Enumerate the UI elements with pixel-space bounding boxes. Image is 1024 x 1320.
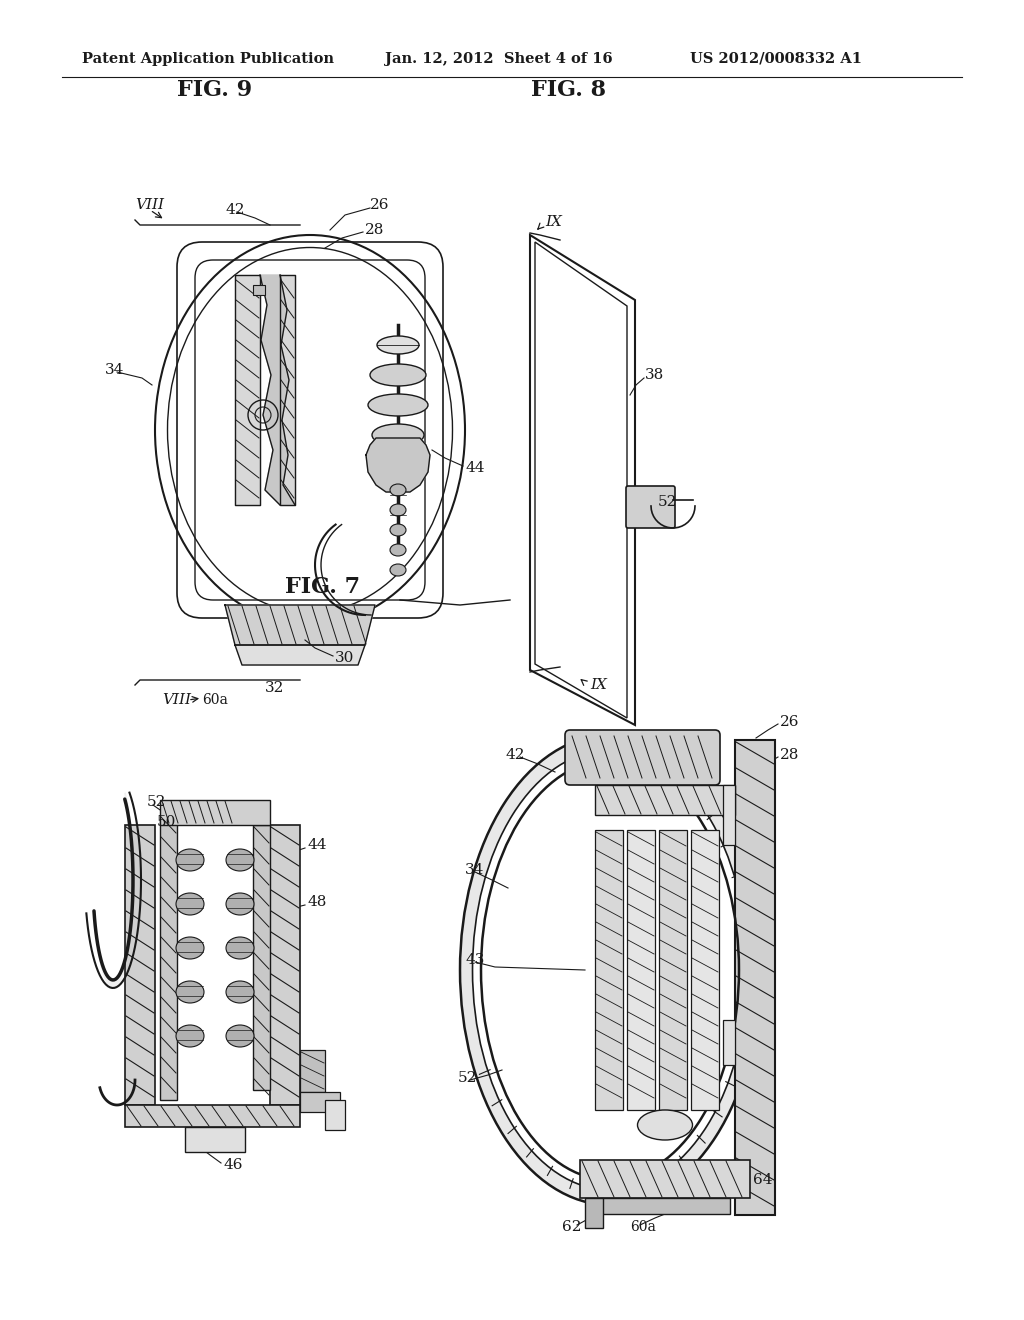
Ellipse shape [372,424,424,446]
Text: 44: 44 [307,838,327,851]
Text: FIG. 8: FIG. 8 [530,79,606,100]
Bar [253,825,270,1090]
Text: 52: 52 [658,495,677,510]
Ellipse shape [226,894,254,915]
Text: 64: 64 [753,1173,772,1187]
Text: 46: 46 [223,1158,243,1172]
Text: 42: 42 [225,203,245,216]
Text: 60a: 60a [630,1220,656,1234]
Text: 52: 52 [458,1071,477,1085]
Bar [125,1105,300,1127]
Ellipse shape [377,337,419,354]
Text: 26: 26 [780,715,800,729]
Ellipse shape [176,981,204,1003]
Bar [691,830,719,1110]
Ellipse shape [176,849,204,871]
Bar [300,1092,340,1111]
Ellipse shape [390,564,406,576]
Text: IX: IX [590,678,607,692]
Ellipse shape [226,937,254,960]
Bar [270,825,300,1105]
Polygon shape [234,275,260,506]
Bar [600,1199,730,1214]
Bar [595,785,735,814]
Text: 44: 44 [465,461,484,475]
Ellipse shape [176,1026,204,1047]
Ellipse shape [226,849,254,871]
Ellipse shape [176,937,204,960]
Polygon shape [366,438,430,492]
Bar [723,1020,735,1065]
Polygon shape [280,275,295,506]
Text: 43: 43 [465,953,484,968]
Bar [160,800,270,825]
Ellipse shape [390,504,406,516]
Bar [585,1199,603,1228]
Polygon shape [260,275,295,506]
Polygon shape [225,605,375,645]
Ellipse shape [226,981,254,1003]
Text: Jan. 12, 2012  Sheet 4 of 16: Jan. 12, 2012 Sheet 4 of 16 [385,51,612,66]
Bar [125,825,155,1105]
Text: VIII: VIII [162,693,191,708]
Ellipse shape [390,544,406,556]
Text: FIG. 7: FIG. 7 [285,577,360,598]
Bar [723,785,735,845]
Text: 42: 42 [505,748,524,762]
FancyBboxPatch shape [565,730,720,785]
Bar [325,1100,345,1130]
Text: US 2012/0008332 A1: US 2012/0008332 A1 [690,51,862,66]
Bar [627,830,655,1110]
Text: VIII: VIII [135,198,164,213]
Bar [659,830,687,1110]
Ellipse shape [226,1026,254,1047]
Text: 38: 38 [645,368,665,381]
Text: 30: 30 [335,651,354,665]
Bar [160,814,177,1100]
Ellipse shape [638,1110,692,1140]
Bar [595,830,623,1110]
Text: 26: 26 [370,198,389,213]
Text: 52: 52 [147,795,166,809]
Text: 28: 28 [780,748,800,762]
Bar [185,1127,245,1152]
Bar [735,741,775,1214]
Ellipse shape [460,735,760,1205]
Text: FIG. 9: FIG. 9 [177,79,253,100]
Text: 34: 34 [465,863,484,876]
Ellipse shape [370,364,426,385]
Bar [300,1049,325,1092]
Ellipse shape [368,393,428,416]
Text: IX: IX [545,215,562,228]
Text: 48: 48 [307,895,327,909]
Bar [253,285,265,294]
Ellipse shape [176,894,204,915]
Bar [580,1160,750,1199]
Ellipse shape [390,484,406,496]
Text: 62: 62 [562,1220,582,1234]
Text: 28: 28 [365,223,384,238]
Text: 60a: 60a [202,693,228,708]
Text: 32: 32 [265,681,285,696]
Polygon shape [234,645,365,665]
Text: 34: 34 [105,363,124,378]
Ellipse shape [472,750,748,1191]
Text: Patent Application Publication: Patent Application Publication [82,51,334,66]
FancyBboxPatch shape [626,486,675,528]
Text: 50: 50 [157,814,176,829]
Ellipse shape [390,524,406,536]
